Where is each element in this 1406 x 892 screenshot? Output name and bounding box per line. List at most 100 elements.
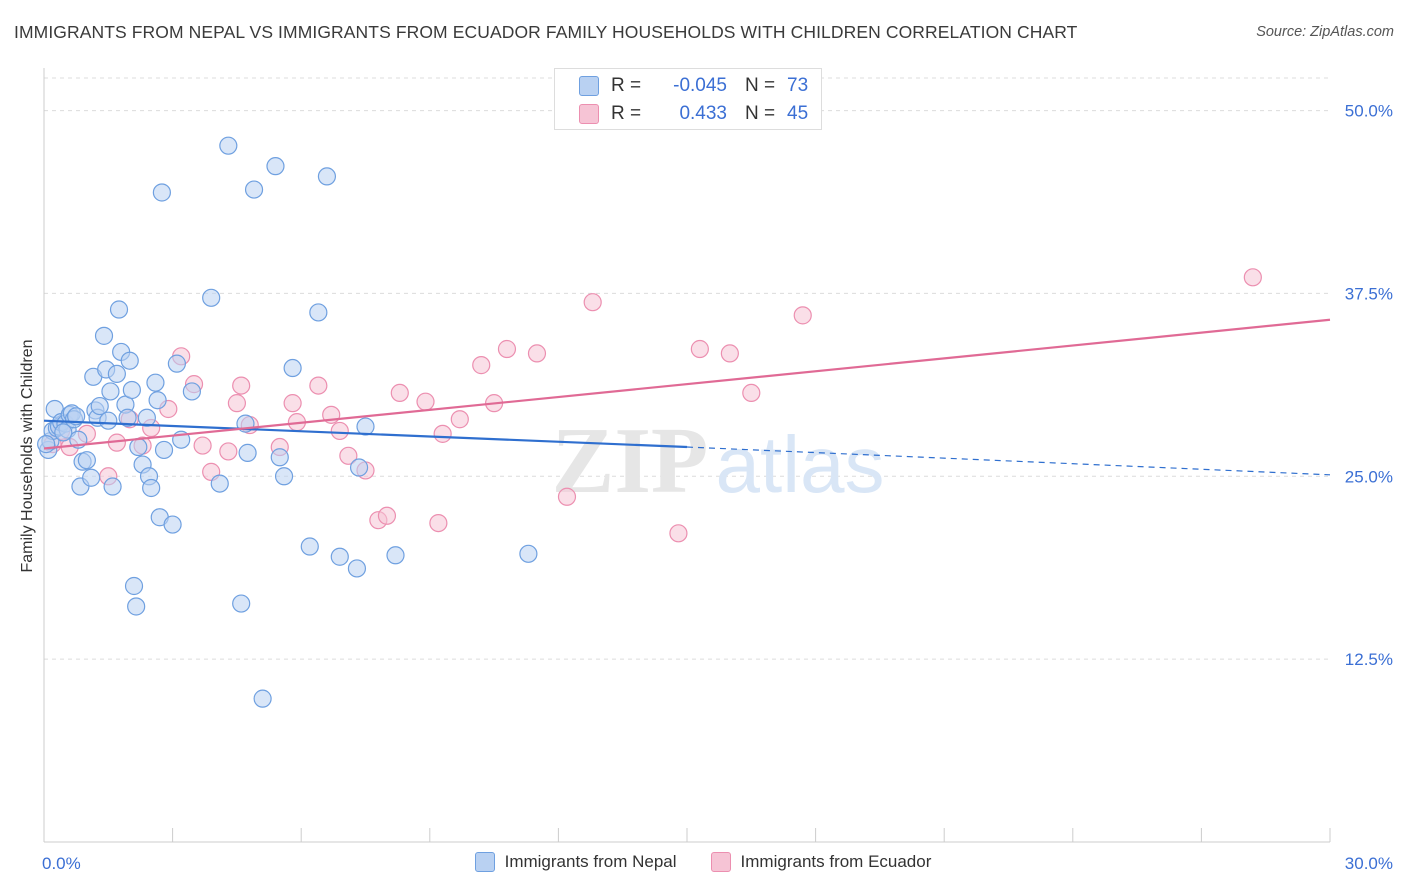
x-tick-label: 30.0% <box>1345 854 1393 873</box>
ecuador-point <box>472 356 491 375</box>
ecuador-point <box>193 436 212 455</box>
ecuador-point <box>527 344 547 363</box>
r-value: -0.045 <box>673 75 727 96</box>
watermark-atlas: atlas <box>716 420 885 509</box>
nepal-legend-swatch <box>474 852 495 872</box>
nepal-point <box>210 474 229 493</box>
nepal-trend-line <box>43 419 688 449</box>
ecuador-point <box>339 446 358 465</box>
stats-row-nepal: R = -0.045 N = 73 <box>579 75 827 97</box>
ecuador-point <box>330 421 349 441</box>
ecuador-point <box>497 339 517 359</box>
ecuador-point <box>416 392 435 411</box>
nepal-point <box>270 448 289 467</box>
nepal-point <box>202 288 221 307</box>
nepal-point <box>232 594 251 613</box>
stats-legend: R = -0.045 N = 73 R = 0.433 N = 45 <box>554 68 822 130</box>
nepal-point <box>67 407 86 426</box>
ecuador-legend-swatch <box>710 852 731 872</box>
nepal-point <box>219 136 238 155</box>
nepal-point <box>94 326 114 345</box>
nepal-point <box>300 537 319 556</box>
y-tick-label: 12.5% <box>1345 650 1393 669</box>
ecuador-point <box>450 410 469 429</box>
nepal-point <box>127 597 146 616</box>
nepal-point <box>37 435 56 454</box>
watermark-zip: ZIP <box>552 409 709 513</box>
n-value: 45 <box>787 103 809 124</box>
nepal-point <box>54 423 73 442</box>
ecuador-point <box>433 424 452 443</box>
n-label: N = <box>745 75 776 96</box>
nepal-point <box>142 478 161 498</box>
nepal-point <box>167 354 186 373</box>
trend-lines <box>43 318 1331 476</box>
ecuador-point <box>1243 268 1262 287</box>
y-tick-label: 37.5% <box>1345 284 1393 303</box>
nepal-point <box>244 180 264 199</box>
nepal-point <box>120 351 139 370</box>
source-credit: Source: ZipAtlas.com <box>1256 24 1394 40</box>
ecuador-point <box>377 506 397 525</box>
x-tick-label: 0.0% <box>42 854 81 873</box>
nepal-point <box>317 167 337 186</box>
nepal-point <box>148 391 167 410</box>
series-legend: Immigrants from Nepal Immigrants from Ec… <box>0 852 1406 872</box>
nepal-point <box>82 468 101 487</box>
nepal-point <box>77 451 96 470</box>
nepal-point <box>146 373 165 392</box>
nepal-point <box>330 547 349 566</box>
x-tick-labels: 0.0% 30.0% <box>42 854 1393 873</box>
legend-item-ecuador[interactable]: Immigrants from Ecuador <box>710 852 932 872</box>
nepal-point <box>519 544 538 563</box>
ecuador-point <box>583 293 602 312</box>
ecuador-trend-line <box>43 318 1331 450</box>
nepal-swatch <box>579 76 599 96</box>
ecuador-point <box>669 524 688 543</box>
r-value: 0.433 <box>679 103 727 124</box>
nepal-point <box>182 382 201 401</box>
nepal-point <box>129 437 148 457</box>
ecuador-point <box>227 394 246 413</box>
nepal-point <box>266 157 285 176</box>
r-label: R = <box>611 103 642 124</box>
nepal-point <box>154 440 174 460</box>
y-tick-label: 50.0% <box>1345 102 1393 121</box>
ecuador-point <box>219 442 238 461</box>
gridlines <box>44 77 1330 660</box>
nepal-trend-extension <box>686 446 1331 476</box>
nepal-point <box>253 689 272 708</box>
nepal-point <box>238 443 257 462</box>
y-tick-labels: 12.5% 25.0% 37.5% 50.0% <box>1345 102 1393 670</box>
nepal-point <box>109 300 129 319</box>
ecuador-point <box>309 376 328 395</box>
legend-item-nepal[interactable]: Immigrants from Nepal <box>474 852 677 872</box>
legend-label-nepal: Immigrants from Nepal <box>504 852 677 871</box>
ecuador-point <box>429 513 448 533</box>
nepal-point <box>386 546 405 565</box>
ecuador-point <box>390 383 409 403</box>
nepal-point <box>347 559 367 578</box>
n-value: 73 <box>787 75 809 96</box>
nepal-point <box>103 477 122 496</box>
nepal-point <box>349 458 369 477</box>
nepal-point <box>163 515 182 534</box>
nepal-point <box>152 183 171 202</box>
ecuador-point <box>690 339 709 359</box>
nepal-point <box>90 396 109 416</box>
nepal-point <box>137 408 156 427</box>
ecuador-point <box>793 306 812 325</box>
ecuador-point <box>720 344 739 363</box>
nepal-point <box>124 576 144 596</box>
chart-title: IMMIGRANTS FROM NEPAL VS IMMIGRANTS FROM… <box>14 22 1078 42</box>
nepal-point <box>122 380 141 400</box>
ecuador-point <box>232 376 251 395</box>
watermark: ZIP atlas <box>552 409 885 513</box>
nepal-point <box>107 364 126 383</box>
legend-label-ecuador: Immigrants from Ecuador <box>740 852 932 871</box>
nepal-point <box>99 411 118 430</box>
ecuador-swatch <box>579 104 599 124</box>
ecuador-point <box>742 383 761 403</box>
nepal-point <box>356 417 375 436</box>
